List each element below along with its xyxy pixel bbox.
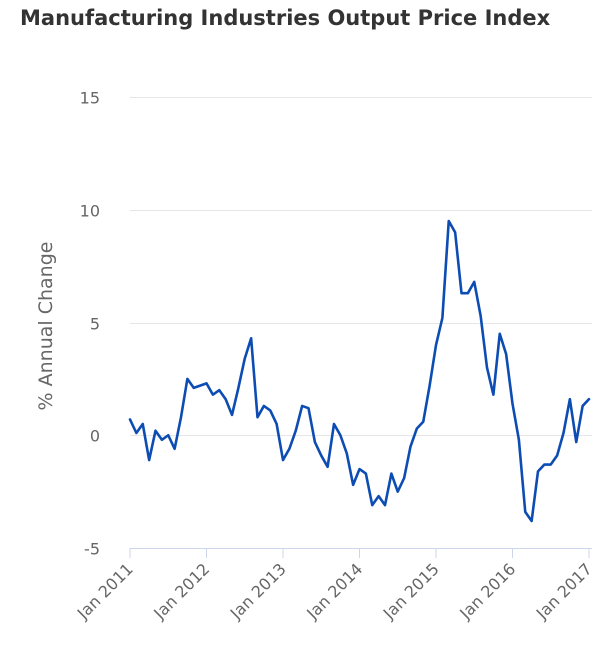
y-tick-label: -5 xyxy=(84,540,100,559)
x-tick-label: Jan 2015 xyxy=(379,559,443,623)
y-axis: 15 10 5 0 -5 xyxy=(80,89,100,559)
x-tick-label: Jan 2014 xyxy=(302,559,366,623)
x-tick-label: Jan 2011 xyxy=(73,559,137,623)
x-tick-label: Jan 2017 xyxy=(532,559,596,623)
y-tick-label: 5 xyxy=(90,315,100,334)
series-line xyxy=(128,219,591,523)
y-tick-label: 15 xyxy=(80,89,100,108)
chart-title: Manufacturing Industries Output Price In… xyxy=(20,6,551,30)
y-tick-label: 10 xyxy=(80,202,100,221)
gridlines xyxy=(130,97,592,436)
x-tick-label: Jan 2012 xyxy=(149,559,213,623)
x-tick-label: Jan 2013 xyxy=(226,559,290,623)
y-tick-label: 0 xyxy=(90,427,100,446)
x-tick-label: Jan 2016 xyxy=(455,559,519,623)
y-axis-label: % Annual Change xyxy=(35,242,57,411)
x-axis: Jan 2011 Jan 2012 Jan 2013 Jan 2014 Jan 2015… xyxy=(73,548,596,623)
